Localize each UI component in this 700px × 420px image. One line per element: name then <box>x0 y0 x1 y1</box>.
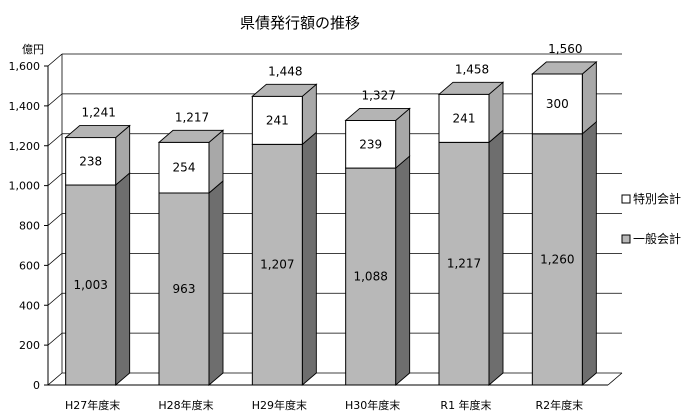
data-label-special: 238 <box>79 154 102 168</box>
data-label-total: 1,217 <box>175 110 209 124</box>
bar-side-face <box>115 172 131 386</box>
data-label-general: 963 <box>173 282 196 296</box>
data-label-general: 1,217 <box>447 257 481 271</box>
axes <box>44 54 623 386</box>
bar-special-account <box>158 141 210 194</box>
x-tick-label: H27年度末 <box>65 398 120 412</box>
gridline-depth <box>47 53 63 67</box>
y-tick-label: 200 <box>19 339 40 352</box>
y-tick-label: 400 <box>19 299 40 312</box>
data-label-total: 1,458 <box>455 62 489 76</box>
data-label-special: 241 <box>453 111 476 125</box>
gridline-depth <box>47 372 63 386</box>
bar-special-account <box>345 119 397 169</box>
gridline-depth <box>47 93 63 107</box>
x-tick-label: H28年度末 <box>158 398 213 412</box>
data-label-special: 300 <box>546 97 569 111</box>
legend-label: 一般会計 <box>633 231 681 246</box>
legend-swatch <box>621 234 631 244</box>
gridline-depth <box>47 173 63 186</box>
data-label-general: 1,088 <box>353 270 387 284</box>
legend-label: 特別会計 <box>633 191 681 206</box>
data-label-general: 1,207 <box>260 258 294 272</box>
bar-side-face <box>208 180 224 386</box>
data-label-special: 241 <box>266 113 289 127</box>
data-label-total: 1,448 <box>268 64 302 78</box>
bar-special-account <box>438 93 490 143</box>
data-label-general: 1,003 <box>73 278 107 292</box>
y-tick-label: 1,400 <box>9 100 41 113</box>
gridline-depth <box>47 292 63 306</box>
x-tick-labels: H27年度末 H28年度末 H29年度末 H30年度末 R1 年度末 R2年度末 <box>65 398 583 412</box>
bar-top-face <box>64 125 131 139</box>
data-label-general: 1,260 <box>540 252 574 266</box>
bar-top-face <box>251 83 318 97</box>
gridlines <box>47 53 622 386</box>
bar-general-account <box>531 133 583 386</box>
bar-side-face <box>395 155 411 386</box>
bar-side-face <box>301 131 317 386</box>
bar-top-face <box>157 129 225 143</box>
data-label-total: 1,560 <box>548 42 582 56</box>
bar-special-account <box>531 73 583 135</box>
bar-side-face <box>581 120 597 386</box>
gridline-depth <box>47 213 63 226</box>
bar-top-face <box>437 81 505 95</box>
bar-special-account <box>251 95 303 145</box>
bar-top-face <box>344 107 411 121</box>
bars <box>64 60 598 386</box>
x-tick-label: H29年度末 <box>252 398 307 412</box>
x-tick-label: R1 年度末 <box>440 398 491 412</box>
y-tick-label: 1,200 <box>9 140 41 153</box>
data-label-special: 254 <box>173 161 196 175</box>
chart-title: 県債発行額の推移 <box>240 14 360 32</box>
y-tick-label: 0 <box>33 379 40 392</box>
y-tick-label: 1,600 <box>9 60 41 73</box>
data-label-total: 1,241 <box>81 106 115 120</box>
y-tick-label: 1,000 <box>9 180 41 193</box>
legend-swatch <box>621 194 631 204</box>
data-labels: 1,003 238 1,241 963 254 1,217 1,207 241 1,448 1,0… <box>73 42 582 296</box>
bar-side-face <box>488 129 504 386</box>
bar-general-account <box>158 192 210 386</box>
y-axis-unit-label: 億円 <box>22 43 44 56</box>
gridline-depth <box>47 332 63 346</box>
bar-special-account <box>65 137 117 186</box>
bar-top-face <box>531 61 598 75</box>
x-tick-label: R2年度末 <box>536 398 584 412</box>
bar-general-account <box>251 143 303 386</box>
y-tick-label: 800 <box>19 220 40 233</box>
gridline-depth <box>47 253 63 266</box>
data-label-total: 1,327 <box>361 88 395 102</box>
bar-general-account <box>65 184 117 386</box>
y-tick-labels: 0 200 400 600 800 1,000 1,200 1,400 1,600 <box>9 60 41 392</box>
x-tick-label: H30年度末 <box>345 398 400 412</box>
bar-general-account <box>345 167 397 386</box>
data-label-special: 239 <box>359 137 382 151</box>
floor-right-edge <box>607 372 623 386</box>
y-tick-label: 600 <box>19 259 40 272</box>
gridline-depth <box>47 133 63 147</box>
